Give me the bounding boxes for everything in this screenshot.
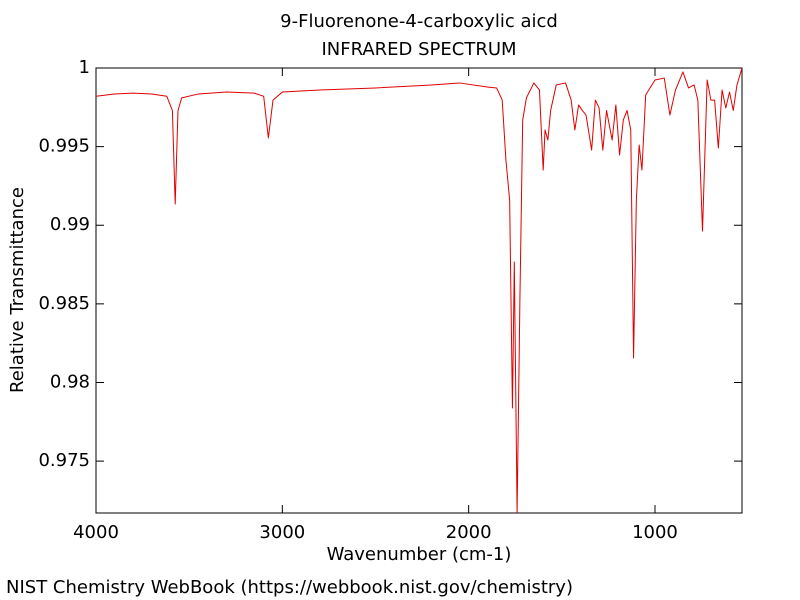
footer: NIST Chemistry WebBook (https://webbook.… [6,577,573,598]
y-tick-label: 0.995 [38,136,90,157]
y-tick-label: 0.975 [38,450,90,471]
chart-subtitle: INFRARED SPECTRUM [321,39,516,60]
y-tick-label: 0.98 [50,371,90,392]
chart-title: 9-Fluorenone-4-carboxylic aicd [280,11,558,32]
x-tick-label: 2000 [446,522,492,543]
x-tick-label: 1000 [632,522,678,543]
y-axis-label: Relative Transmittance [7,187,28,393]
y-tick-label: 1 [79,57,90,78]
plot-frame [95,67,743,514]
spectrum-line [96,68,742,513]
x-tick-label: 3000 [259,522,305,543]
x-tick-label: 4000 [73,522,119,543]
x-axis-label: Wavenumber (cm-1) [327,544,512,565]
y-tick-label: 0.99 [50,214,90,235]
y-tick-label: 0.985 [38,293,90,314]
